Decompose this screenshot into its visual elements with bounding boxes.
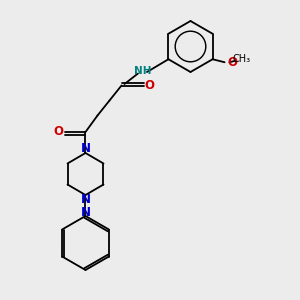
Text: N: N — [80, 142, 91, 155]
Text: O: O — [144, 79, 154, 92]
Text: CH₃: CH₃ — [232, 54, 250, 64]
Text: N: N — [80, 206, 91, 219]
Text: NH: NH — [134, 65, 151, 76]
Text: O: O — [227, 56, 237, 69]
Text: O: O — [53, 125, 63, 139]
Text: N: N — [80, 193, 91, 206]
